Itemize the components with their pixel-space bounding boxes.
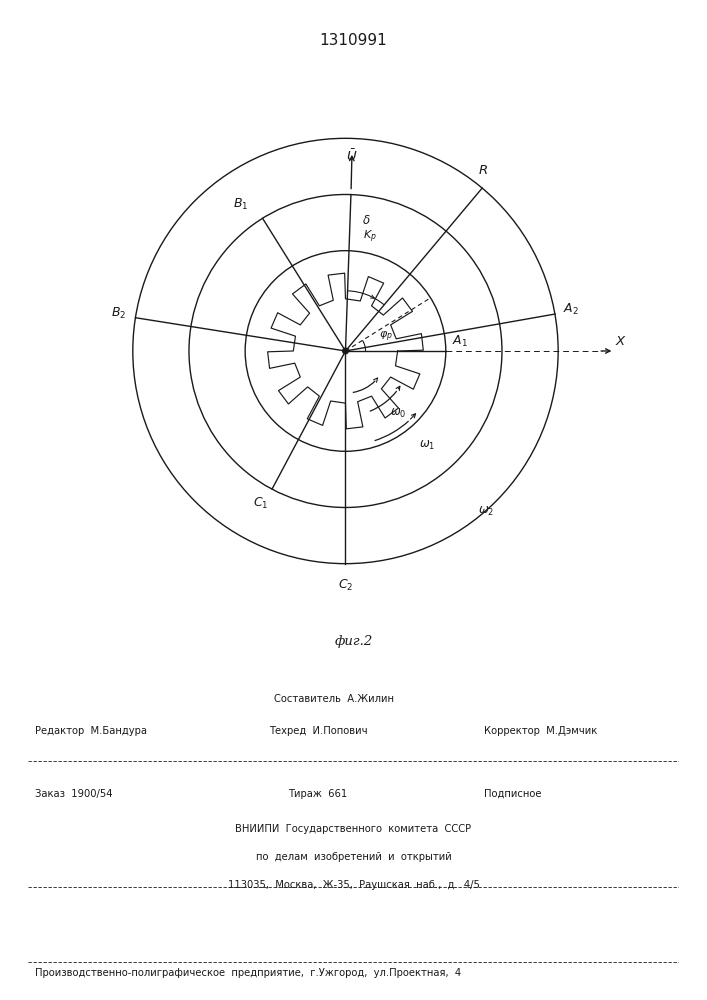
Text: $\omega_0$: $\omega_0$ bbox=[390, 407, 406, 420]
Text: $A_1$: $A_1$ bbox=[452, 334, 468, 349]
Text: $B_2$: $B_2$ bbox=[110, 306, 126, 321]
Text: $K_p$: $K_p$ bbox=[363, 229, 377, 245]
Circle shape bbox=[343, 348, 349, 354]
Text: $A_2$: $A_2$ bbox=[563, 302, 579, 317]
Text: $\bar{U}$: $\bar{U}$ bbox=[346, 148, 358, 164]
Text: $\varphi_p$: $\varphi_p$ bbox=[379, 329, 393, 344]
Text: Производственно-полиграфическое  предприятие,  г.Ужгород,  ул.Проектная,  4: Производственно-полиграфическое предприя… bbox=[35, 968, 461, 978]
Text: X: X bbox=[615, 335, 624, 348]
Text: Составитель  А.Жилин: Составитель А.Жилин bbox=[274, 694, 394, 704]
Text: ВНИИПИ  Государственного  комитета  СССР: ВНИИПИ Государственного комитета СССР bbox=[235, 824, 472, 834]
Text: фиг.2: фиг.2 bbox=[334, 635, 373, 648]
Text: 113035,  Москва,  Ж-35,  Раушская  наб.,  д.  4/5: 113035, Москва, Ж-35, Раушская наб., д. … bbox=[228, 880, 479, 890]
Text: δ: δ bbox=[363, 214, 370, 227]
Text: Тираж  661: Тираж 661 bbox=[288, 789, 348, 799]
Text: 1310991: 1310991 bbox=[320, 33, 387, 48]
Text: Редактор  М.Бандура: Редактор М.Бандура bbox=[35, 726, 147, 736]
Text: Подписное: Подписное bbox=[484, 789, 541, 799]
Text: Техред  И.Попович: Техред И.Попович bbox=[269, 726, 368, 736]
Text: $\omega_1$: $\omega_1$ bbox=[419, 439, 436, 452]
Text: Заказ  1900/54: Заказ 1900/54 bbox=[35, 789, 112, 799]
Text: Корректор  М.Дэмчик: Корректор М.Дэмчик bbox=[484, 726, 597, 736]
Text: $C_2$: $C_2$ bbox=[338, 578, 353, 593]
Text: $B_1$: $B_1$ bbox=[233, 197, 248, 212]
Text: $\omega_2$: $\omega_2$ bbox=[478, 505, 494, 518]
Text: $C_1$: $C_1$ bbox=[252, 496, 268, 511]
Text: R: R bbox=[478, 164, 487, 177]
Text: по  делам  изобретений  и  открытий: по делам изобретений и открытий bbox=[256, 852, 451, 862]
